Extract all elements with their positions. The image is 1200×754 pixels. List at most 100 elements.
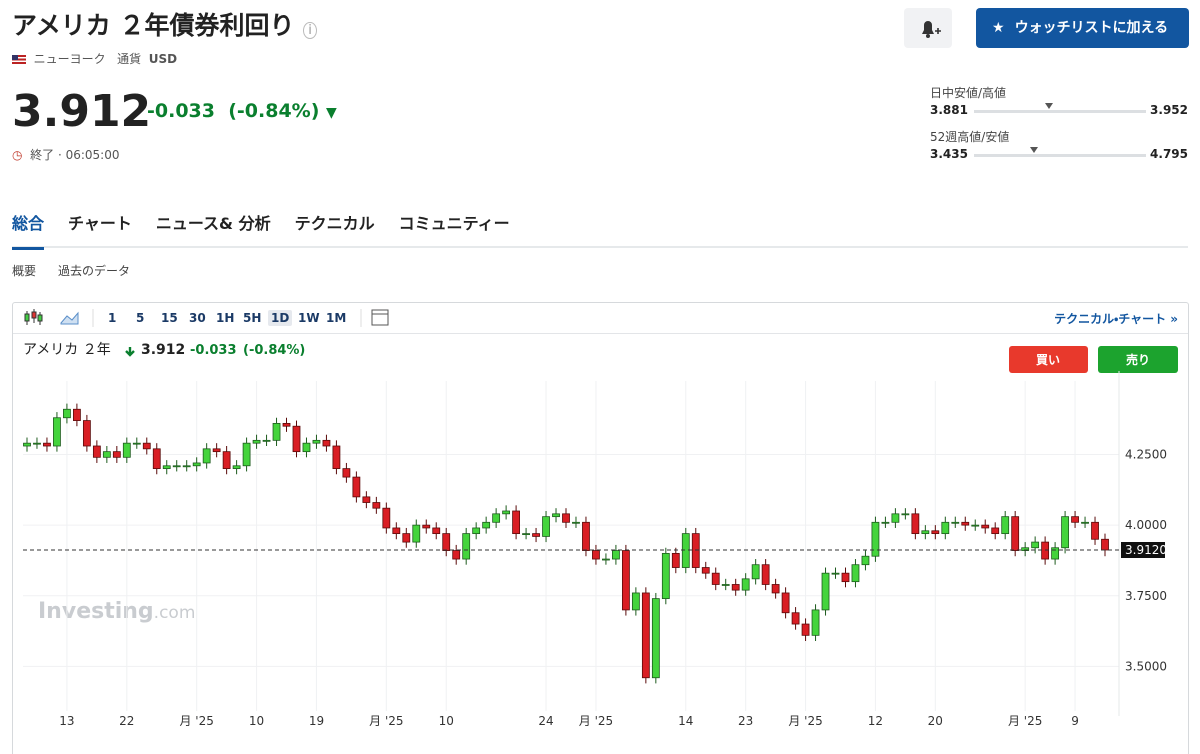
- candle-body: [801, 623, 810, 636]
- candle-body: [921, 530, 930, 535]
- range-track: [974, 103, 1146, 113]
- interval-button[interactable]: 5: [136, 311, 145, 325]
- candle-body: [1081, 521, 1089, 524]
- sell-text: 売り: [1126, 352, 1150, 367]
- candle-body: [462, 533, 471, 560]
- candle-body: [821, 572, 830, 611]
- candle-body: [621, 550, 630, 611]
- candle-body: [192, 462, 201, 467]
- candle-body: [941, 521, 950, 535]
- candle-body: [911, 513, 920, 535]
- candle-body: [132, 442, 141, 445]
- interval-button[interactable]: 30: [189, 311, 206, 325]
- candle-body: [152, 448, 161, 470]
- interval-button[interactable]: 5H: [243, 311, 262, 325]
- interval-button[interactable]: 1D: [268, 310, 293, 326]
- x-tick-label: 14: [678, 714, 693, 728]
- x-tick-label: 22: [119, 714, 134, 728]
- candle-body: [961, 521, 970, 526]
- y-tick-label: 4.0000: [1125, 518, 1167, 532]
- candle-body: [1071, 516, 1079, 523]
- subtab[interactable]: 過去のデータ: [58, 264, 131, 278]
- bell-icon: [922, 21, 941, 38]
- status-text: 終了 · 06:05:00: [30, 148, 120, 162]
- alert-button[interactable]: [904, 8, 952, 48]
- candle-body: [402, 533, 411, 543]
- toolbar-icons: [24, 309, 389, 327]
- y-tick-label: 4.2500: [1125, 447, 1167, 461]
- candle-body: [172, 465, 181, 468]
- x-tick-label: 19: [309, 714, 324, 728]
- candle-body: [43, 442, 51, 447]
- subtab[interactable]: 概要: [12, 264, 37, 278]
- candle-body: [971, 524, 980, 527]
- candle-body: [252, 439, 261, 444]
- range-track: [974, 147, 1146, 157]
- candle-body: [612, 550, 620, 560]
- interval-button[interactable]: 1: [108, 311, 117, 325]
- candle-body: [522, 533, 530, 536]
- candle-body: [182, 465, 191, 468]
- candle-body: [1011, 516, 1020, 551]
- candle-body: [422, 524, 431, 529]
- range-marker: [1045, 103, 1054, 109]
- last-price-label: 3.9120: [1125, 543, 1167, 557]
- tab[interactable]: チャート: [68, 214, 132, 233]
- watchlist-button[interactable]: ★ ウォッチリストに加える: [976, 8, 1189, 48]
- candle-body: [302, 442, 311, 453]
- x-tick-label: 月 '25: [1008, 714, 1042, 728]
- change: -0.033: [147, 100, 215, 122]
- range-values: 3.435 4.795: [930, 147, 1190, 163]
- y-tick-label: 3.5000: [1125, 659, 1167, 673]
- candle-body: [372, 502, 381, 509]
- candle-body: [212, 448, 221, 453]
- y-tick-label: 3.7500: [1125, 589, 1167, 603]
- tab[interactable]: テクニカル: [294, 214, 375, 233]
- tab-bar: 総合 チャート ニュース& 分析 テクニカル コミュニティー: [12, 196, 1188, 250]
- watermark-suffix: .com: [154, 603, 196, 623]
- exchange: ニューヨーク: [33, 52, 106, 66]
- candle-body: [671, 552, 680, 568]
- candle-body: [1001, 516, 1010, 535]
- tab[interactable]: 総合: [12, 196, 45, 250]
- tab[interactable]: コミュニティー: [398, 214, 510, 233]
- technical-chart-link[interactable]: テクニカル・チャート »: [1054, 312, 1178, 326]
- buy-button[interactable]: [1009, 346, 1088, 373]
- candle-body: [232, 465, 241, 470]
- legend-change-pct: (-0.84%): [243, 343, 305, 358]
- info-icon[interactable]: i: [303, 22, 317, 39]
- candle-body: [92, 445, 101, 458]
- candle-body: [831, 572, 840, 575]
- candle-body: [751, 564, 760, 580]
- tab[interactable]: ニュース& 分析: [155, 214, 271, 233]
- sell-button[interactable]: [1098, 346, 1178, 373]
- range-high: 3.952: [1150, 103, 1188, 117]
- range-label: 52週高値/安値: [930, 130, 1010, 144]
- last-price-box: [1121, 542, 1165, 558]
- candle-body: [681, 533, 690, 568]
- candle-body: [811, 609, 820, 636]
- candle-body: [781, 592, 790, 614]
- candle-body: [721, 584, 730, 586]
- candle-body: [592, 550, 600, 560]
- candle-body: [282, 422, 291, 427]
- interval-button[interactable]: 1M: [326, 311, 347, 325]
- candle-body: [881, 521, 890, 524]
- buy-text: 買い: [1036, 353, 1060, 367]
- interval-button[interactable]: 1W: [298, 311, 320, 325]
- candle-body: [502, 510, 511, 515]
- candle-body: [572, 521, 580, 524]
- candle-body: [891, 513, 900, 523]
- candle-body: [1021, 547, 1030, 551]
- candle-body: [112, 451, 121, 458]
- x-tick-label: 月 '25: [788, 714, 822, 728]
- candle-body: [542, 516, 550, 537]
- candle-body: [23, 442, 31, 447]
- candle-body: [242, 442, 251, 467]
- candle-body: [841, 572, 850, 583]
- interval-button[interactable]: 1H: [216, 311, 235, 325]
- candle-body: [63, 408, 71, 419]
- x-tick-label: 月 '25: [369, 714, 403, 728]
- watchlist-text: ウォッチリストに加える: [1014, 20, 1169, 36]
- interval-button[interactable]: 15: [161, 311, 178, 325]
